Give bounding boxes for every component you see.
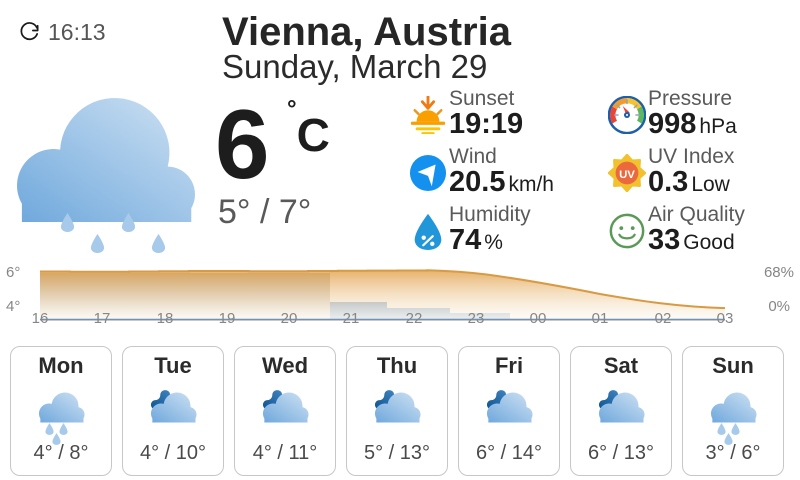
svg-text:UV: UV [619,169,635,181]
